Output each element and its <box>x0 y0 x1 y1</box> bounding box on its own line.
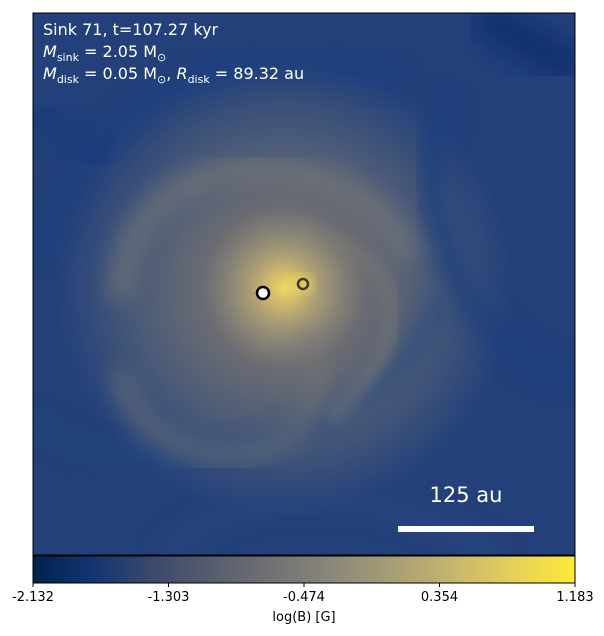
sink-marker-secondary <box>296 277 310 291</box>
scale-bar <box>398 526 534 532</box>
disk-radius-sub: disk <box>187 73 210 87</box>
disk-mass-value: = 0.05 M <box>78 64 158 83</box>
mass-symbol: M <box>43 42 57 61</box>
disk-mass-symbol: M <box>43 64 57 83</box>
disk-mass-sub: disk <box>56 73 79 87</box>
colorbar-tick-label: -0.474 <box>283 590 325 605</box>
mass-value: = 2.05 M <box>78 42 158 61</box>
colorbar-tick-label: 0.354 <box>420 590 459 605</box>
colorbar-tick-label: -2.132 <box>12 590 54 605</box>
colorbar-ticks <box>32 583 576 587</box>
scale-bar-label: 125 au <box>429 483 503 507</box>
panel-frame <box>32 12 576 556</box>
disk-sun-symbol: ⊙ <box>157 73 167 87</box>
sun-symbol: ⊙ <box>157 51 167 65</box>
mass-sub: sink <box>56 51 79 65</box>
sink-marker-primary <box>255 285 271 301</box>
colorbar-label: log(B) [G] <box>272 610 336 625</box>
disk-radius-symbol: R <box>176 64 188 83</box>
disk-radius-value: = 89.32 au <box>209 64 305 83</box>
colorbar-tick-label: 1.183 <box>556 590 594 605</box>
field-map <box>33 13 575 555</box>
colorbar-tick-label: -1.303 <box>147 590 190 605</box>
sink-title: Sink 71, t=107.27 kyr <box>43 20 219 39</box>
disk-props: Mdisk = 0.05 M⊙, Rdisk = 89.32 au <box>43 64 304 90</box>
sink-mass: Msink = 2.05 M⊙ <box>43 42 166 68</box>
disk-sep: , <box>166 64 177 83</box>
colorbar <box>32 555 576 584</box>
